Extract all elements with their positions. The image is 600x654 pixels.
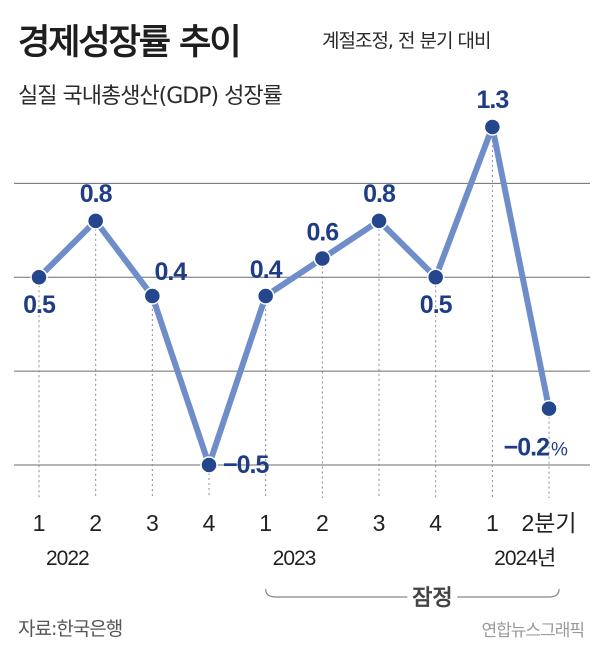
x-tick-label: 1	[486, 510, 499, 536]
data-label: 0.4	[154, 258, 187, 286]
data-point	[483, 118, 502, 136]
data-label: 1.3	[476, 86, 508, 114]
data-point	[30, 268, 48, 286]
year-label: 2024년	[494, 547, 555, 570]
x-tick-label: 2분기	[521, 510, 576, 536]
chart-title: 경제성장률 추이	[18, 23, 242, 63]
data-point	[256, 287, 275, 305]
data-label: 0.5	[420, 291, 453, 319]
marker-layer	[30, 118, 558, 474]
x-tick-label: 2	[316, 510, 329, 536]
data-point	[143, 287, 162, 305]
x-tick-label: 1	[259, 510, 272, 536]
data-label: 0.5	[23, 291, 56, 319]
data-label: 0.8	[363, 180, 396, 208]
x-tick-label: 4	[203, 510, 216, 536]
x-tick-label: 4	[429, 510, 442, 536]
grid-layer	[14, 135, 590, 498]
unit-label: %	[551, 440, 568, 461]
x-tick-label: 3	[146, 510, 159, 536]
data-label: 0.6	[306, 218, 338, 246]
data-point	[200, 456, 218, 474]
year-label: 2023	[273, 547, 316, 570]
label-layer: 0.5 0.8 0.4 −0.5 0.4 0.6 0.8 0.5 1.3 −0.2%	[23, 86, 568, 479]
data-label: −0.2	[504, 434, 549, 462]
data-point	[86, 212, 105, 230]
credit-text: 연합뉴스그래픽	[481, 621, 585, 641]
data-label: 0.4	[250, 256, 283, 284]
line-layer	[36, 124, 553, 468]
provisional-label: 잠정	[412, 585, 452, 610]
chart-subtitle: 실질 국내총생산(GDP) 성장률	[18, 84, 283, 109]
series-line	[36, 124, 553, 468]
data-label: 0.8	[80, 180, 113, 208]
year-label: 2022	[46, 547, 89, 570]
data-label: −0.5	[223, 451, 269, 479]
data-point	[426, 268, 445, 286]
data-point	[370, 212, 388, 230]
provisional-label-bg	[407, 586, 458, 610]
x-tick-label: 1	[33, 510, 46, 536]
data-point	[540, 399, 558, 418]
x-tick-label: 3	[373, 510, 386, 536]
x-tick-label: 2	[89, 510, 102, 536]
source-text: 자료:한국은행	[18, 618, 123, 640]
chart-note: 계절조정, 전 분기 대비	[322, 30, 491, 52]
data-point	[313, 249, 332, 268]
